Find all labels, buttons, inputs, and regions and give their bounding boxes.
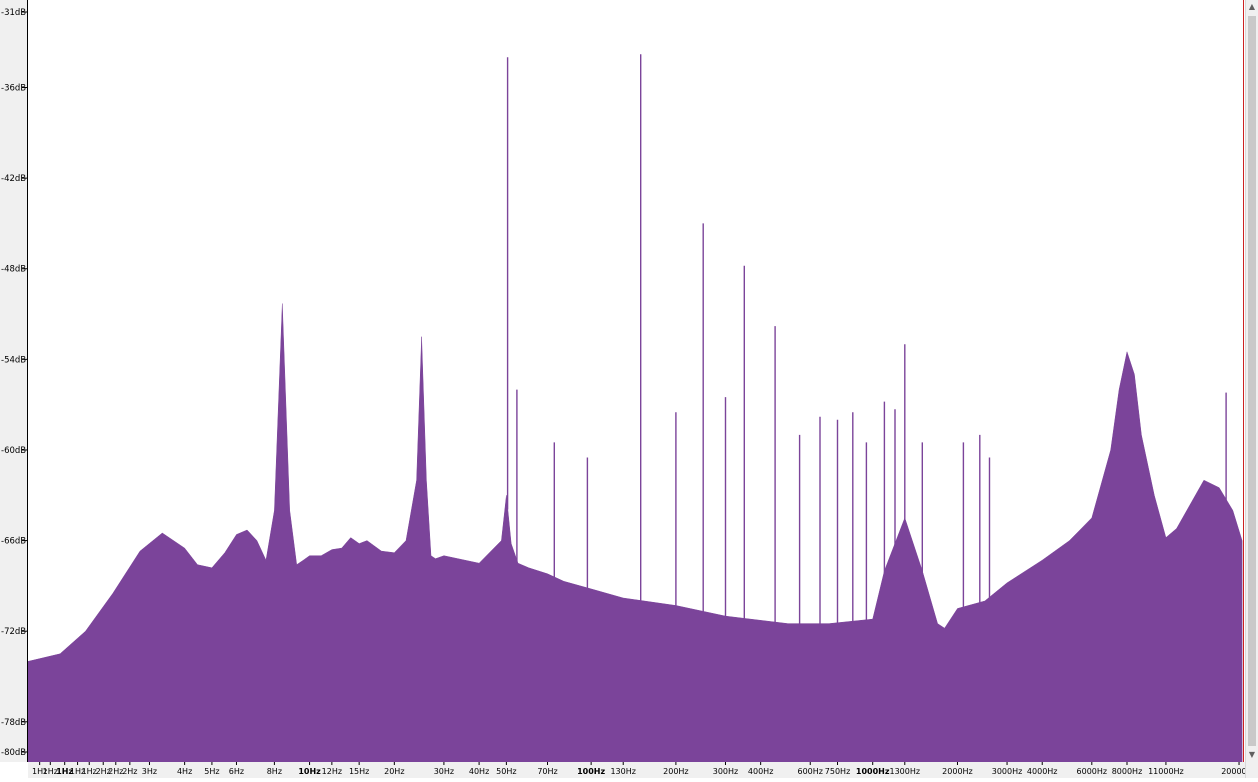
x-tick-label: 5Hz	[204, 767, 219, 776]
x-tick-label: 20000Hz	[1221, 767, 1245, 776]
y-tick-label: -80dB	[1, 748, 26, 758]
x-tick-label: 3Hz	[142, 767, 157, 776]
y-axis-panel: -31dB -36dB -42dB -48dB -54dB -60dB -66dB -72dB…	[0, 0, 28, 762]
x-tick-label: 20Hz	[384, 767, 404, 776]
x-tick-label: 15Hz	[349, 767, 369, 776]
plot-area	[27, 0, 1245, 763]
x-tick-label: 10Hz	[298, 767, 321, 776]
x-tick-label: 11000Hz	[1148, 767, 1184, 776]
y-tick-label: -42dB	[1, 174, 26, 184]
scrollbar-thumb[interactable]	[1248, 16, 1256, 746]
x-tick-label: 70Hz	[537, 767, 557, 776]
x-tick-label: 30Hz	[434, 767, 454, 776]
x-tick-label: 50Hz	[496, 767, 516, 776]
x-tick-label: 1Hz	[82, 767, 97, 776]
x-tick-label: 400Hz	[748, 767, 773, 776]
x-tick-label: 1Hz	[43, 767, 58, 776]
x-tick-label: 1000Hz	[856, 767, 890, 776]
x-tick-label: 4Hz	[177, 767, 192, 776]
x-tick-label: 2Hz	[108, 767, 123, 776]
y-tick-label: -36dB	[1, 84, 26, 94]
x-tick-label: 1Hz	[56, 767, 73, 776]
x-tick-label: 200Hz	[663, 767, 688, 776]
x-tick-label: 2Hz	[122, 767, 137, 776]
x-tick-label: 2Hz	[96, 767, 111, 776]
x-tick-label: 2000Hz	[942, 767, 973, 776]
x-tick-label: 130Hz	[610, 767, 635, 776]
x-tick-label: 8Hz	[267, 767, 282, 776]
x-tick-label: 750Hz	[825, 767, 850, 776]
x-tick-label: 3000Hz	[992, 767, 1023, 776]
x-tick-label: 8000Hz	[1112, 767, 1143, 776]
x-tick-label: 1Hz	[70, 767, 85, 776]
y-tick-label: -60dB	[1, 446, 26, 456]
y-tick-label: -78dB	[1, 718, 26, 728]
scroll-up-arrow-icon[interactable]: ▲	[1248, 2, 1256, 11]
x-axis-panel: 1Hz 1Hz 1Hz 1Hz 1Hz 2Hz 2Hz 2Hz 3Hz 4Hz 5Hz 6Hz 8Hz 1…	[28, 762, 1257, 778]
x-tick-label: 40Hz	[469, 767, 489, 776]
scroll-down-arrow-icon[interactable]: ▼	[1248, 750, 1256, 759]
x-tick-label: 1300Hz	[889, 767, 920, 776]
x-tick-label: 100Hz	[577, 767, 605, 776]
x-tick-label: 600Hz	[797, 767, 822, 776]
vertical-scrollbar[interactable]: ▲ ▼	[1245, 0, 1258, 778]
spectrum-chart	[27, 0, 1244, 763]
x-tick-label: 300Hz	[713, 767, 738, 776]
y-tick-label: -66dB	[1, 537, 26, 547]
x-tick-label: 12Hz	[322, 767, 342, 776]
y-axis: -31dB -36dB -42dB -48dB -54dB -60dB -66dB -72dB…	[1, 0, 28, 762]
y-tick-label: -72dB	[1, 627, 26, 637]
y-tick-label: -54dB	[1, 355, 26, 365]
x-tick-label: 6Hz	[229, 767, 244, 776]
y-tick-label: -31dB	[1, 8, 26, 18]
x-tick-label: 6000Hz	[1077, 767, 1108, 776]
x-tick-label: 1Hz	[32, 767, 47, 776]
spectrum-area-0	[27, 303, 1243, 763]
x-tick-label: 4000Hz	[1027, 767, 1058, 776]
y-tick-label: -48dB	[1, 265, 26, 275]
